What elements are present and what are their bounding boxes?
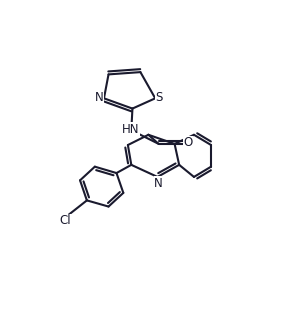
Text: S: S bbox=[156, 91, 163, 104]
Text: Cl: Cl bbox=[59, 214, 71, 227]
Text: O: O bbox=[184, 136, 193, 149]
Text: N: N bbox=[95, 91, 103, 104]
Text: N: N bbox=[154, 177, 163, 190]
Text: HN: HN bbox=[121, 123, 139, 136]
